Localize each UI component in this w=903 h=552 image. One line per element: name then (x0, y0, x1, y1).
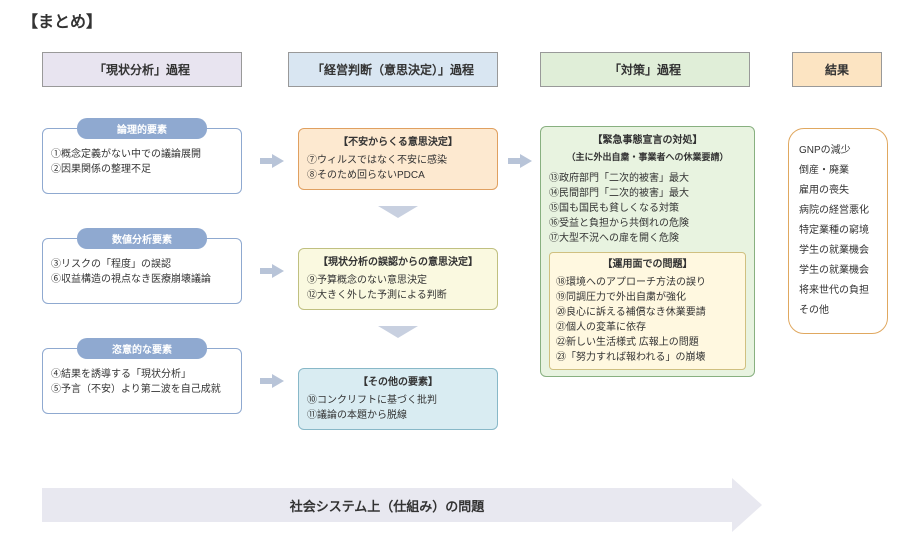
item: ⑬政府部門「二次的被害」最大 (549, 171, 746, 186)
item: ㉑個人の変革に依存 (556, 320, 739, 335)
item: ④結果を誘導する「現状分析」 (51, 367, 233, 382)
item: ⑨予算概念のない意思決定 (307, 273, 489, 288)
item: 特定業種の窮境 (799, 221, 877, 241)
box-result: GNPの減少 倒産・廃業 雇用の喪失 病院の経営悪化 特定業種の窮境 学生の就業… (788, 128, 888, 334)
item: ⑧そのため回らないPDCA (307, 168, 489, 183)
item: ⑱環境へのアプローチ方法の誤り (556, 275, 739, 290)
box-measure-inner: 【運用面での問題】 ⑱環境へのアプローチ方法の誤り ⑲同調圧力で外出自粛が強化 … (549, 252, 746, 370)
box-decision-anxiety: 【不安からくる意思決定】 ⑦ウィルスではなく不安に感染 ⑧そのため回らないPDC… (298, 128, 498, 190)
item: 雇用の喪失 (799, 181, 877, 201)
item: ⑮国も国民も貧しくなる対策 (549, 201, 746, 216)
item: ⑯受益と負担から共倒れの危険 (549, 216, 746, 231)
arrow-down-icon (378, 326, 418, 338)
box-measure: 【緊急事態宣言の対処】 （主に外出自粛・事業者への休業要請） ⑬政府部門「二次的… (540, 126, 755, 377)
item: ⑤予言（不安）より第二波を自己成就 (51, 382, 233, 397)
section-title: 【その他の要素】 (307, 375, 489, 390)
section-title: 【不安からくる意思決定】 (307, 135, 489, 150)
item: ③リスクの「程度」の誤認 (51, 257, 233, 272)
item: ⑲同調圧力で外出自粛が強化 (556, 290, 739, 305)
item: ⑥収益構造の視点なき医療崩壊議論 (51, 272, 233, 287)
box-decision-other: 【その他の要素】 ⑩コンクリフトに基づく批判 ⑪議論の本題から脱線 (298, 368, 498, 430)
item: その他 (799, 301, 877, 321)
section-subtitle: （主に外出自粛・事業者への休業要請） (549, 151, 746, 165)
section-title: 【運用面での問題】 (556, 257, 739, 272)
item: ⑫大きく外した予測による判断 (307, 288, 489, 303)
item: GNPの減少 (799, 141, 877, 161)
item: ⑩コンクリフトに基づく批判 (307, 393, 489, 408)
item: 学生の就業機会 (799, 241, 877, 261)
pill-arbitrary: 恣意的な要素 (77, 338, 207, 359)
item: ⑭民間部門「二次的被害」最大 (549, 186, 746, 201)
item: ⑪議論の本題から脱線 (307, 408, 489, 423)
arrow-icon (272, 154, 284, 168)
col-header-result: 結果 (792, 52, 882, 87)
pill-logical: 論理的要素 (77, 118, 207, 139)
bottom-arrow-text: 社会システム上（仕組み）の問題 (42, 496, 732, 515)
item: ㉓「努力すれば報われる」の崩壊 (556, 350, 739, 365)
page-title: 【まとめ】 (22, 8, 102, 32)
col-header-decision: 「経営判断（意思決定）」過程 (288, 52, 498, 87)
item: ⑳良心に訴える補償なき休業要請 (556, 305, 739, 320)
item: 将来世代の負担 (799, 281, 877, 301)
section-title: 【緊急事態宣言の対処】 (549, 133, 746, 148)
arrow-icon (520, 154, 532, 168)
arrow-down-icon (378, 206, 418, 218)
col-header-measure: 「対策」過程 (540, 52, 750, 87)
box-decision-misrecognition: 【現状分析の誤認からの意思決定】 ⑨予算概念のない意思決定 ⑫大きく外した予測に… (298, 248, 498, 310)
item: ②因果関係の整理不足 (51, 162, 233, 177)
arrow-icon (272, 374, 284, 388)
item: ①概念定義がない中での議論展開 (51, 147, 233, 162)
item: ⑦ウィルスではなく不安に感染 (307, 153, 489, 168)
bottom-arrow-head-icon (732, 478, 762, 532)
item: 学生の就業機会 (799, 261, 877, 281)
col-header-analysis: 「現状分析」過程 (42, 52, 242, 87)
arrow-icon (272, 264, 284, 278)
section-title: 【現状分析の誤認からの意思決定】 (307, 255, 489, 270)
item: ㉒新しい生活様式 広報上の問題 (556, 335, 739, 350)
item: ⑰大型不況への扉を開く危険 (549, 231, 746, 246)
pill-numeric: 数値分析要素 (77, 228, 207, 249)
item: 病院の経営悪化 (799, 201, 877, 221)
item: 倒産・廃業 (799, 161, 877, 181)
